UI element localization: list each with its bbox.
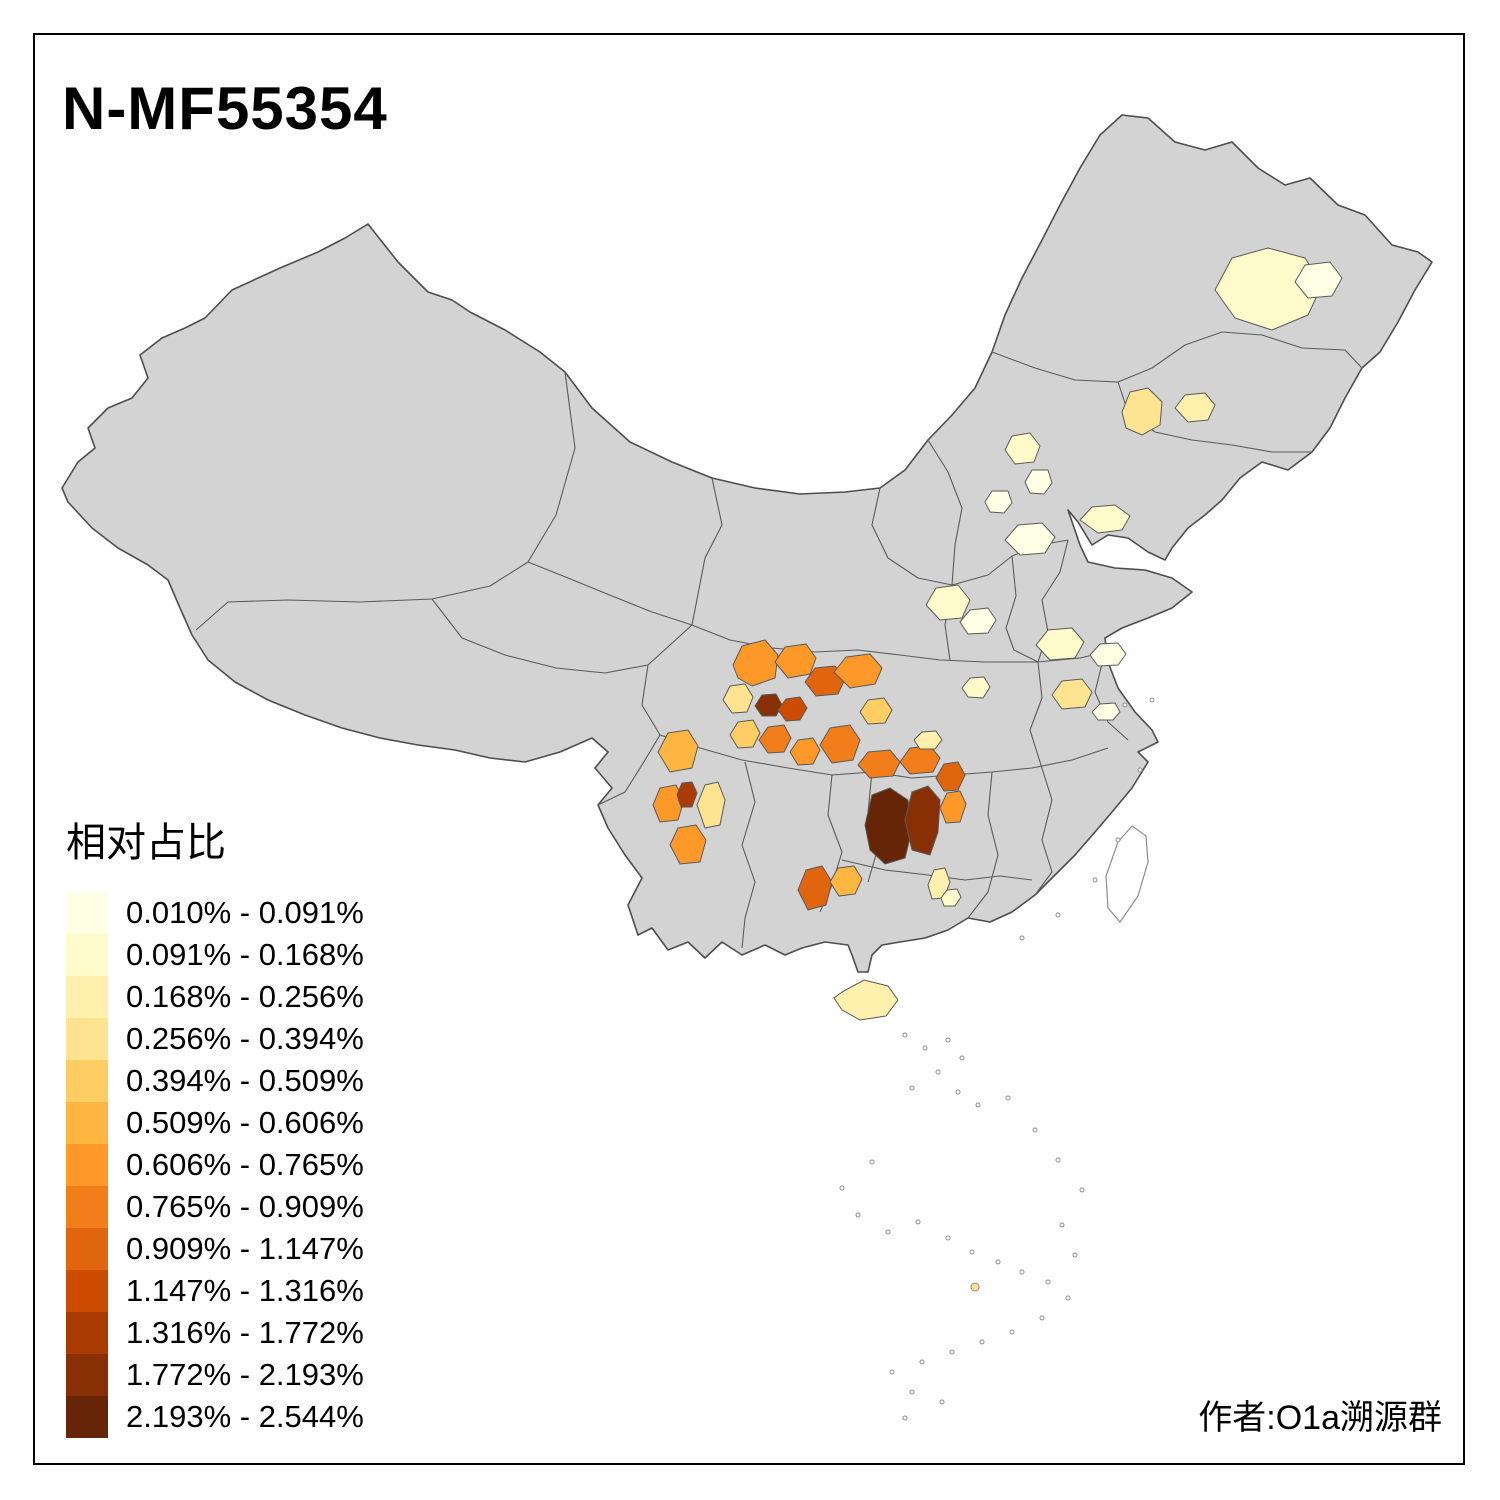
map-region xyxy=(829,865,863,897)
plot-frame xyxy=(33,33,1465,1465)
legend-label: 2.193% - 2.544% xyxy=(126,1399,364,1434)
map-region xyxy=(669,824,707,865)
map-region xyxy=(1024,469,1053,495)
map-region xyxy=(927,867,951,900)
legend-swatch xyxy=(66,1144,108,1186)
map-region xyxy=(940,888,962,907)
map-region xyxy=(1091,702,1121,721)
sea-islet-colored xyxy=(970,1282,980,1292)
legend-label: 0.394% - 0.509% xyxy=(126,1063,364,1098)
map-region xyxy=(904,785,941,856)
taiwan-island xyxy=(1105,825,1149,923)
legend-swatch xyxy=(66,1354,108,1396)
map-region xyxy=(833,653,883,689)
map-region xyxy=(774,643,817,679)
legend-swatch xyxy=(66,1228,108,1270)
legend: 相对占比 0.010% - 0.091% 0.091% - 0.168% 0.168… xyxy=(66,810,364,1438)
map-region xyxy=(935,761,966,792)
legend-swatch xyxy=(66,1102,108,1144)
legend-swatch xyxy=(66,934,108,976)
map-region xyxy=(758,724,792,754)
map-region xyxy=(819,724,861,764)
legend-swatch xyxy=(66,1312,108,1354)
legend-label: 0.256% - 0.394% xyxy=(126,1021,364,1056)
map-region xyxy=(1294,261,1343,299)
sea-islands xyxy=(839,697,1155,1421)
map-region xyxy=(1004,432,1041,465)
legend-items: 0.010% - 0.091% 0.091% - 0.168% 0.168% - 0… xyxy=(66,892,364,1438)
legend-swatch xyxy=(66,1018,108,1060)
china-mainland xyxy=(61,114,1433,973)
map-region xyxy=(1079,504,1131,534)
legend-label: 1.316% - 1.772% xyxy=(126,1315,364,1350)
legend-swatch xyxy=(66,892,108,934)
map-region xyxy=(984,490,1013,514)
legend-swatch xyxy=(66,1186,108,1228)
map-regions xyxy=(652,247,1343,911)
map-region xyxy=(913,730,943,750)
map-region xyxy=(732,639,779,687)
map-region xyxy=(939,790,967,824)
map-region xyxy=(722,683,754,714)
legend-label: 0.765% - 0.909% xyxy=(126,1189,364,1224)
map-region xyxy=(1089,642,1127,667)
legend-item: 0.010% - 0.091% xyxy=(66,892,364,934)
legend-label: 1.147% - 1.316% xyxy=(126,1273,364,1308)
legend-label: 0.168% - 0.256% xyxy=(126,979,364,1014)
legend-item: 0.509% - 0.606% xyxy=(66,1102,364,1144)
map-region xyxy=(1035,627,1085,661)
legend-item: 0.168% - 0.256% xyxy=(66,976,364,1018)
legend-label: 1.772% - 2.193% xyxy=(126,1357,364,1392)
legend-item: 0.909% - 1.147% xyxy=(66,1228,364,1270)
map-region xyxy=(1051,678,1093,710)
legend-swatch xyxy=(66,1396,108,1438)
legend-label: 0.010% - 0.091% xyxy=(126,895,364,930)
map-region xyxy=(925,584,971,621)
hainan-island xyxy=(833,979,899,1021)
legend-title: 相对占比 xyxy=(66,821,226,865)
province-borders xyxy=(195,331,1363,949)
map-region xyxy=(676,781,698,808)
map-region xyxy=(777,696,808,722)
legend-label: 0.606% - 0.765% xyxy=(126,1147,364,1182)
legend-swatch xyxy=(66,1060,108,1102)
legend-item: 1.772% - 2.193% xyxy=(66,1354,364,1396)
legend-item: 0.394% - 0.509% xyxy=(66,1060,364,1102)
map-region xyxy=(657,729,699,773)
map-region xyxy=(789,737,821,766)
map-region xyxy=(961,676,991,699)
author-credit: 作者:O1a溯源群 xyxy=(1198,1399,1442,1437)
map-region xyxy=(1174,392,1216,423)
legend-item: 0.606% - 0.765% xyxy=(66,1144,364,1186)
map-region xyxy=(859,697,893,725)
map-region xyxy=(696,781,726,829)
map-region xyxy=(959,607,997,635)
map-region xyxy=(1004,522,1056,556)
legend-label: 0.909% - 1.147% xyxy=(126,1231,364,1266)
map-region xyxy=(1121,387,1163,436)
map-region xyxy=(899,745,941,775)
legend-swatch xyxy=(66,1270,108,1312)
legend-item: 0.256% - 0.394% xyxy=(66,1018,364,1060)
legend-item: 2.193% - 2.544% xyxy=(66,1396,364,1438)
page-title: N-MF55354 xyxy=(62,75,388,142)
map-region xyxy=(729,719,761,749)
legend-swatch xyxy=(66,976,108,1018)
legend-label: 0.509% - 0.606% xyxy=(126,1105,364,1140)
legend-item: 1.147% - 1.316% xyxy=(66,1270,364,1312)
legend-item: 0.091% - 0.168% xyxy=(66,934,364,976)
legend-item: 1.316% - 1.772% xyxy=(66,1312,364,1354)
legend-label: 0.091% - 0.168% xyxy=(126,937,364,972)
legend-item: 0.765% - 0.909% xyxy=(66,1186,364,1228)
